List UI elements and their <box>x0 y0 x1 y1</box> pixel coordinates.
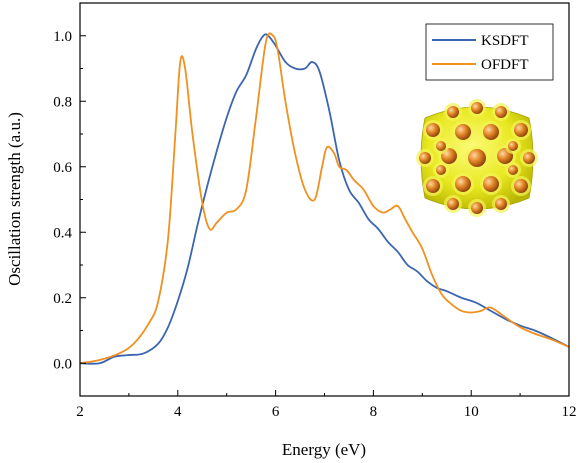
inset-cluster-image <box>416 99 538 217</box>
y-axis-title: Oscillation strength (a.u.) <box>5 112 24 286</box>
inset-atom <box>514 123 528 137</box>
y-axis: 0.0 0.2 0.4 0.6 0.8 1.0 <box>53 2 86 397</box>
y-tick-label: 0.8 <box>53 94 72 110</box>
series-line-ksdft <box>79 33 570 365</box>
x-axis: 2 4 6 8 10 12 <box>76 390 577 420</box>
inset-atom <box>523 152 535 164</box>
inset-atom <box>508 141 518 151</box>
inset-atom <box>514 179 528 193</box>
inset-atom <box>426 179 440 193</box>
inset-atom <box>436 165 446 175</box>
y-tick-label: 0.2 <box>53 291 72 307</box>
series-line-ofdft <box>79 32 570 365</box>
x-tick-label: 10 <box>464 404 479 420</box>
plot-area <box>79 32 570 365</box>
inset-atom <box>495 106 507 118</box>
x-axis-title: Energy (eV) <box>282 440 366 459</box>
y-tick-label: 0.0 <box>53 356 72 372</box>
inset-atom <box>471 202 483 214</box>
inset-atom <box>419 152 431 164</box>
inset-atom <box>468 149 486 167</box>
x-tick-label: 6 <box>272 404 280 420</box>
legend-label-ofdft: OFDFT <box>481 57 529 73</box>
inset-atom <box>495 198 507 210</box>
inset-atom <box>455 124 471 140</box>
inset-atom <box>447 106 459 118</box>
y-tick-label: 0.4 <box>53 225 72 241</box>
inset-atom <box>455 176 471 192</box>
inset-atom <box>483 176 499 192</box>
x-tick-label: 8 <box>370 404 378 420</box>
legend: KSDFT OFDFT <box>425 23 554 81</box>
legend-label-ksdft: KSDFT <box>481 33 529 49</box>
x-tick-label: 12 <box>562 404 577 420</box>
inset-atom <box>508 165 518 175</box>
series-layer <box>79 32 570 365</box>
inset-atom <box>447 198 459 210</box>
x-tick-label: 4 <box>174 404 182 420</box>
y-tick-label: 0.6 <box>53 160 72 176</box>
inset-atom <box>436 141 446 151</box>
x-tick-label: 2 <box>76 404 84 420</box>
inset-atom <box>483 124 499 140</box>
inset-atom <box>426 123 440 137</box>
y-tick-label: 1.0 <box>53 29 72 45</box>
legend-box <box>425 23 554 81</box>
inset-atom <box>471 102 483 114</box>
